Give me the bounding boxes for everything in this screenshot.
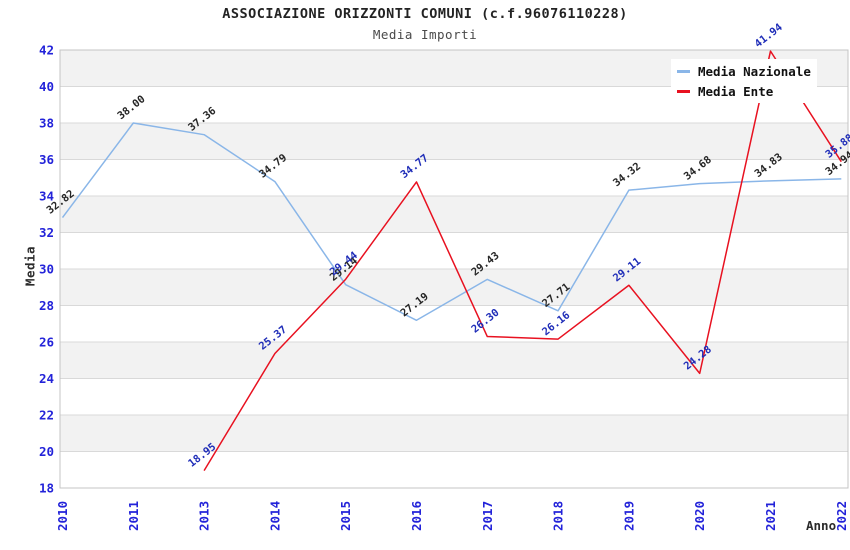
x-tick-label: 2015: [338, 501, 353, 531]
plot-band: [60, 196, 848, 233]
legend-swatch-ente: [677, 89, 690, 93]
legend-label: Media Ente: [698, 83, 774, 99]
y-tick-label: 24: [39, 371, 54, 386]
chart-subtitle: Media Importi: [372, 27, 478, 42]
plot-band: [60, 415, 848, 452]
y-tick-label: 22: [39, 408, 54, 423]
y-tick-label: 42: [39, 43, 54, 58]
x-tick-label: 2019: [621, 501, 636, 531]
plot-band: [60, 451, 848, 488]
plot-band: [60, 159, 848, 196]
y-tick-label: 26: [39, 335, 54, 350]
plot-band: [60, 269, 848, 306]
plot-band: [60, 305, 848, 342]
y-tick-label: 18: [39, 481, 54, 496]
x-tick-label: 2022: [834, 501, 849, 531]
x-tick-label: 2013: [197, 501, 212, 531]
legend-swatch-nazionale: [677, 69, 690, 73]
legend-item-media-ente: Media Ente: [677, 82, 817, 100]
x-tick-label: 2010: [55, 501, 70, 531]
y-tick-label: 36: [39, 152, 54, 167]
x-axis-title: Anno: [806, 518, 837, 533]
y-tick-label: 30: [39, 262, 54, 277]
plot-band: [60, 378, 848, 415]
y-tick-label: 28: [39, 298, 54, 313]
x-tick-label: 2020: [692, 501, 707, 531]
x-tick-label: 2021: [763, 501, 778, 531]
y-tick-label: 20: [39, 444, 54, 459]
plot-band: [60, 123, 848, 160]
legend-label: Media Nazionale: [698, 63, 811, 79]
x-tick-label: 2011: [126, 501, 141, 531]
series-line-media-nazionale: [61, 122, 842, 322]
x-tick-label: 2014: [267, 501, 282, 531]
legend-item-media-nazionale: Media Nazionale: [677, 62, 817, 80]
chart-title: ASSOCIAZIONE ORIZZONTI COMUNI (c.f.96076…: [222, 6, 628, 22]
x-tick-label: 2016: [409, 501, 424, 531]
y-tick-label: 34: [39, 189, 54, 204]
x-tick-label: 2018: [551, 501, 566, 531]
x-tick-label: 2017: [480, 501, 495, 531]
legend: Media Nazionale Media Ente: [671, 59, 817, 103]
series-line-media-ente: [203, 50, 842, 472]
y-tick-label: 38: [39, 116, 54, 131]
data-label: 41.94: [753, 21, 785, 50]
y-tick-label: 40: [39, 79, 54, 94]
plot-band: [60, 342, 848, 379]
y-tick-label: 32: [39, 225, 54, 240]
plot-border: [59, 49, 849, 489]
